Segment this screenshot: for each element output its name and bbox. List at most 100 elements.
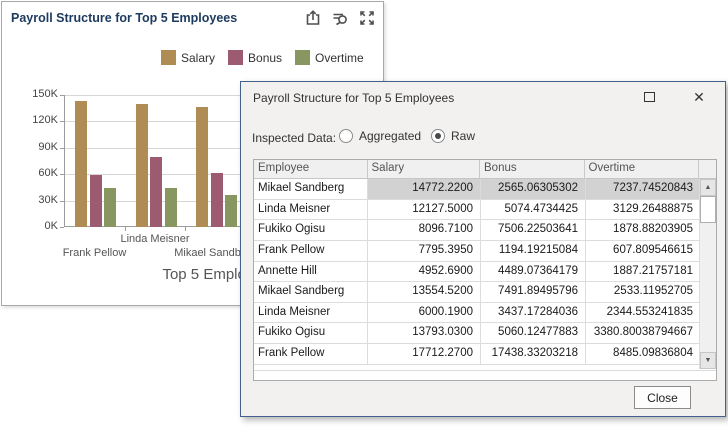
y-tick-label: 30K bbox=[38, 193, 58, 206]
radio-aggregated-circle[interactable] bbox=[339, 129, 353, 143]
plot-area bbox=[64, 95, 376, 227]
cell-value[interactable]: 3380.80038794667 bbox=[586, 323, 701, 344]
column-header-overtime[interactable]: Overtime bbox=[585, 160, 700, 178]
legend-swatch-overtime bbox=[295, 50, 311, 65]
cell-employee[interactable]: Frank Pellow bbox=[254, 240, 368, 261]
cell-value[interactable]: 14772.2200 bbox=[368, 179, 481, 199]
legend-item-bonus[interactable]: Bonus bbox=[228, 50, 282, 65]
cell-value[interactable]: 3129.26488875 bbox=[586, 199, 701, 220]
maximize-icon[interactable] bbox=[637, 87, 661, 107]
radio-raw-label: Raw bbox=[451, 129, 476, 143]
bar-salary-1 bbox=[75, 101, 87, 227]
legend-item-salary[interactable]: Salary bbox=[161, 50, 215, 65]
cell-value[interactable]: 5074.4734425 bbox=[481, 199, 586, 220]
y-tick-mark bbox=[60, 200, 64, 202]
radio-raw-circle[interactable] bbox=[431, 129, 445, 143]
x-tick-mark bbox=[185, 227, 186, 231]
grid-header-row: Employee Salary Bonus Overtime bbox=[254, 160, 716, 179]
export-icon[interactable] bbox=[303, 8, 323, 28]
fullscreen-icon[interactable] bbox=[357, 8, 377, 28]
x-tick-mark bbox=[124, 227, 126, 231]
cell-value[interactable]: 607.809546615 bbox=[586, 240, 701, 261]
inspected-data-row: Inspected Data: Aggregated Raw bbox=[241, 129, 725, 147]
table-row[interactable]: Fukiko Ogisu 8096.7100 7506.22503641 1878.8… bbox=[254, 220, 716, 241]
bar-salary-3 bbox=[196, 107, 208, 227]
cell-employee[interactable]: Linda Meisner bbox=[254, 302, 368, 323]
scrollbar-thumb[interactable] bbox=[700, 196, 716, 223]
cell-employee[interactable]: Fukiko Ogisu bbox=[254, 220, 368, 240]
chart-legend: Salary Bonus Overtime bbox=[161, 50, 364, 65]
close-button[interactable]: Close bbox=[634, 386, 691, 409]
cell-value[interactable]: 1194.19215084 bbox=[481, 240, 586, 261]
data-inspector-icon[interactable] bbox=[330, 8, 350, 28]
cell-value[interactable]: 8096.7100 bbox=[368, 220, 481, 240]
table-row-partial bbox=[254, 364, 716, 371]
column-header-salary[interactable]: Salary bbox=[368, 160, 480, 178]
cell-value[interactable]: 13554.5200 bbox=[368, 282, 481, 302]
inspected-data-label: Inspected Data: bbox=[252, 131, 337, 145]
cell-value[interactable]: 8485.09836804 bbox=[586, 344, 701, 364]
chart-toolbar bbox=[303, 8, 377, 28]
cell-value[interactable]: 7237.74520843 bbox=[586, 179, 701, 199]
cell-value[interactable]: 7506.22503641 bbox=[481, 220, 586, 240]
y-tick-mark bbox=[60, 227, 64, 228]
bar-salary-2 bbox=[135, 103, 148, 227]
chart-title: Payroll Structure for Top 5 Employees bbox=[11, 11, 238, 25]
cell-employee[interactable]: Frank Pellow bbox=[254, 344, 368, 364]
table-row[interactable]: Mikael Sandberg 14772.2200 2565.06305302 72… bbox=[254, 179, 716, 200]
cell-value[interactable]: 7795.3950 bbox=[368, 240, 481, 261]
table-row[interactable]: Frank Pellow 17712.2700 17438.33203218 8485… bbox=[254, 344, 716, 365]
scroll-up-icon[interactable]: ▲ bbox=[700, 179, 716, 196]
x-category-label: Mikael Sandberg bbox=[174, 247, 257, 259]
cell-value[interactable]: 17712.2700 bbox=[368, 344, 481, 364]
legend-item-overtime[interactable]: Overtime bbox=[295, 50, 364, 65]
cell-value[interactable]: 12127.5000 bbox=[368, 199, 481, 220]
y-tick-mark bbox=[60, 121, 64, 123]
cell-value[interactable]: 13793.0300 bbox=[368, 323, 481, 344]
column-header-employee[interactable]: Employee bbox=[254, 160, 368, 178]
cell-value[interactable]: 2565.06305302 bbox=[481, 179, 586, 199]
cell-value[interactable]: 4952.6900 bbox=[368, 261, 481, 282]
cell-value[interactable]: 4489.07364179 bbox=[481, 261, 586, 282]
y-tick-mark bbox=[60, 147, 64, 149]
cell-value[interactable]: 2533.11952705 bbox=[586, 282, 701, 302]
table-row[interactable]: Annette Hill 4952.6900 4489.07364179 1887.2… bbox=[254, 261, 716, 283]
y-tick-label: 150K bbox=[32, 88, 58, 100]
scroll-down-icon[interactable]: ▼ bbox=[700, 352, 716, 369]
gridline bbox=[65, 121, 376, 123]
radio-aggregated[interactable]: Aggregated bbox=[339, 129, 421, 143]
cell-employee[interactable]: Annette Hill bbox=[254, 261, 368, 282]
data-inspector-dialog: Payroll Structure for Top 5 Employees ✕ … bbox=[240, 81, 726, 417]
bar-bonus-3 bbox=[210, 173, 223, 227]
cell-employee[interactable]: Linda Meisner bbox=[254, 199, 368, 220]
cell-value[interactable]: 3437.17284036 bbox=[481, 302, 586, 323]
table-row[interactable]: Fukiko Ogisu 13793.0300 5060.12477883 3380.… bbox=[254, 323, 716, 345]
close-icon[interactable]: ✕ bbox=[693, 88, 705, 105]
column-header-bonus[interactable]: Bonus bbox=[480, 160, 585, 178]
cell-value[interactable]: 6000.1900 bbox=[368, 302, 481, 323]
cell-value[interactable]: 2344.553241835 bbox=[586, 302, 701, 323]
cell-employee[interactable]: Mikael Sandberg bbox=[254, 282, 368, 302]
legend-swatch-bonus bbox=[228, 50, 244, 65]
cell-value[interactable]: 1878.88203905 bbox=[586, 220, 701, 240]
y-tick-label: 0K bbox=[44, 220, 58, 232]
cell-employee[interactable]: Mikael Sandberg bbox=[254, 179, 368, 199]
cell-value[interactable]: 5060.12477883 bbox=[481, 323, 586, 344]
legend-label: Bonus bbox=[248, 50, 283, 65]
bar-bonus-2 bbox=[150, 156, 162, 227]
table-row[interactable]: Frank Pellow 7795.3950 1194.19215084 607.80… bbox=[254, 240, 716, 262]
radio-raw[interactable]: Raw bbox=[431, 129, 475, 143]
bar-overtime-1 bbox=[104, 188, 116, 227]
table-row[interactable]: Linda Meisner 12127.5000 5074.4734425 3129.… bbox=[254, 199, 716, 221]
vertical-scrollbar[interactable]: ▲ ▼ bbox=[699, 179, 716, 369]
dialog-title: Payroll Structure for Top 5 Employees bbox=[253, 91, 455, 105]
cell-value[interactable]: 17438.33203218 bbox=[481, 344, 586, 364]
bar-bonus-1 bbox=[89, 175, 102, 227]
table-row[interactable]: Mikael Sandberg 13554.5200 7491.89495796 25… bbox=[254, 282, 716, 303]
cell-value[interactable]: 1887.21757181 bbox=[586, 261, 701, 282]
table-row[interactable]: Linda Meisner 6000.1900 3437.17284036 2344.… bbox=[254, 302, 716, 324]
x-category-label: Frank Pellow bbox=[62, 247, 127, 259]
cell-employee[interactable]: Fukiko Ogisu bbox=[254, 323, 368, 344]
cell-value[interactable]: 7491.89495796 bbox=[481, 282, 586, 302]
